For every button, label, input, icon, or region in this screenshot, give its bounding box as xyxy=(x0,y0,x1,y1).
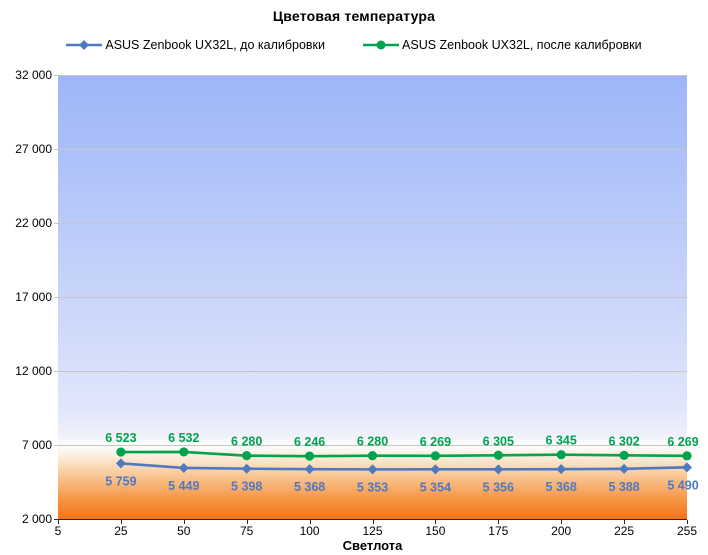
data-label: 5 398 xyxy=(231,480,262,494)
legend-label: ASUS Zenbook UX32L, до калибровки xyxy=(105,38,326,52)
gridline xyxy=(54,149,687,150)
x-axis-tick xyxy=(624,520,626,524)
data-point-marker xyxy=(682,451,692,461)
legend-item-before-calibration: ASUS Zenbook UX32L, до калибровки xyxy=(66,38,325,52)
data-point-marker xyxy=(619,450,629,460)
x-axis-tick xyxy=(58,520,59,524)
data-point-marker xyxy=(682,462,692,473)
y-axis-tick-label: 22 000 xyxy=(15,216,52,230)
data-point-marker xyxy=(241,463,252,474)
data-label: 5 356 xyxy=(483,480,514,494)
data-point-marker xyxy=(367,464,378,475)
x-axis-tick-label: 125 xyxy=(362,524,383,538)
data-label: 6 345 xyxy=(546,434,577,448)
data-point-marker xyxy=(556,464,567,475)
x-axis-tick xyxy=(309,520,311,524)
data-point-marker xyxy=(367,451,378,461)
data-point-marker xyxy=(493,450,503,460)
x-axis-tick xyxy=(372,520,374,524)
x-axis-tick-label: 175 xyxy=(488,524,509,538)
chart-title: Цветовая температура xyxy=(272,8,436,24)
gridline xyxy=(54,445,687,446)
gridline xyxy=(54,75,687,76)
y-axis-tick-label: 2 000 xyxy=(21,512,52,526)
y-axis-tick-label: 7 000 xyxy=(21,438,52,452)
legend-line-circle-icon xyxy=(363,40,400,50)
x-axis-tick-label: 75 xyxy=(240,524,254,538)
legend-label: ASUS Zenbook UX32L, после калибровки xyxy=(402,38,642,52)
data-label: 5 388 xyxy=(608,480,639,494)
data-point-marker xyxy=(619,463,630,474)
data-label: 5 354 xyxy=(420,480,451,494)
x-axis-tick xyxy=(498,520,500,524)
data-point-marker xyxy=(430,464,441,475)
x-axis-tick xyxy=(687,520,688,524)
y-axis-tick-label: 12 000 xyxy=(15,364,52,378)
x-axis-tick-label: 200 xyxy=(551,524,572,538)
x-axis-tick-label: 225 xyxy=(614,524,635,538)
data-label: 6 280 xyxy=(231,435,262,449)
y-axis-tick-label: 32 000 xyxy=(15,68,52,82)
x-axis-tick-label: 50 xyxy=(177,524,191,538)
x-axis-tick xyxy=(120,520,122,524)
gridline xyxy=(54,371,687,372)
data-label: 5 490 xyxy=(667,478,698,492)
data-label: 6 280 xyxy=(357,435,388,449)
data-point-marker xyxy=(115,458,126,469)
data-label: 6 269 xyxy=(420,435,451,449)
y-axis-tick-label: 27 000 xyxy=(15,142,52,156)
data-label: 5 353 xyxy=(357,480,388,494)
data-label: 6 246 xyxy=(294,435,325,449)
plot-area: 5 759 5 449 5 398 5 368 5 353 5 354 5 356 5 368… xyxy=(54,75,699,520)
data-label: 6 305 xyxy=(483,434,514,448)
data-point-marker xyxy=(116,447,126,457)
x-axis-tick xyxy=(183,520,185,524)
data-label: 5 759 xyxy=(105,474,136,488)
legend: ASUS Zenbook UX32L, до калибровки ASUS Z… xyxy=(0,38,708,52)
data-point-marker xyxy=(304,464,315,475)
x-axis-tick xyxy=(435,520,437,524)
data-point-marker xyxy=(305,451,315,461)
data-label: 6 532 xyxy=(168,431,199,445)
data-label: 5 449 xyxy=(168,479,199,493)
y-axis-tick xyxy=(54,519,58,520)
series-plot: 5 759 5 449 5 398 5 368 5 353 5 354 5 356 5 368… xyxy=(105,431,698,494)
y-axis-tick-label: 17 000 xyxy=(15,290,52,304)
data-point-marker xyxy=(493,464,504,475)
x-axis-tick-label: 100 xyxy=(299,524,320,538)
data-label: 5 368 xyxy=(294,480,325,494)
x-axis-tick xyxy=(561,520,563,524)
data-point-marker xyxy=(556,450,566,460)
legend-line-diamond-icon xyxy=(66,40,103,50)
data-label: 5 368 xyxy=(546,480,577,494)
x-axis-tick-label: 255 xyxy=(676,524,698,538)
legend-item-after-calibration: ASUS Zenbook UX32L, после калибровки xyxy=(363,38,642,52)
data-point-marker xyxy=(178,462,189,473)
data-label: 6 302 xyxy=(608,434,639,448)
series-line xyxy=(120,450,688,458)
data-point-marker xyxy=(242,451,252,461)
gridline xyxy=(54,297,687,298)
x-axis-tick xyxy=(246,520,248,524)
data-point-marker xyxy=(179,447,189,457)
x-axis-tick-label: 5 xyxy=(54,524,62,538)
data-label: 6 269 xyxy=(667,435,698,449)
x-axis-title: Светлота xyxy=(342,538,403,553)
series-line xyxy=(120,462,688,471)
x-axis-tick-label: 25 xyxy=(114,524,128,538)
data-label: 6 523 xyxy=(105,431,136,445)
x-axis-tick-label: 150 xyxy=(425,524,446,538)
data-point-marker xyxy=(430,451,440,461)
gridline xyxy=(54,223,687,224)
